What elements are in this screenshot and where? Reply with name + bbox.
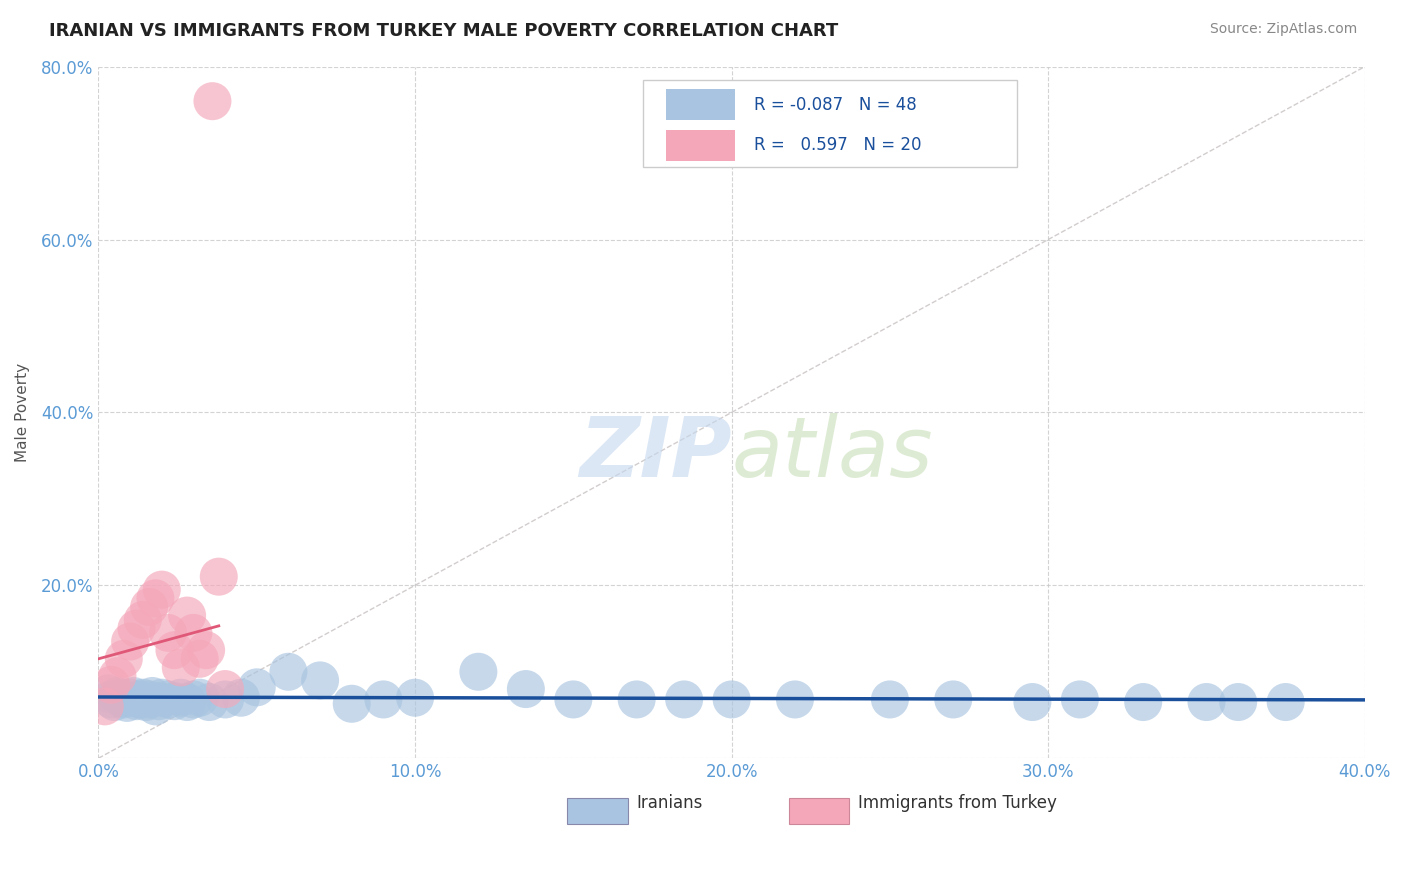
Ellipse shape: [127, 683, 165, 721]
Ellipse shape: [93, 681, 131, 718]
Ellipse shape: [118, 682, 156, 720]
Ellipse shape: [776, 681, 814, 718]
Y-axis label: Male Poverty: Male Poverty: [15, 363, 30, 462]
Ellipse shape: [364, 681, 402, 718]
Ellipse shape: [554, 681, 592, 718]
Ellipse shape: [143, 679, 181, 717]
Ellipse shape: [270, 653, 308, 690]
Ellipse shape: [187, 632, 225, 669]
Ellipse shape: [617, 681, 655, 718]
Ellipse shape: [1219, 683, 1257, 721]
Ellipse shape: [149, 681, 187, 718]
Ellipse shape: [174, 681, 212, 718]
Ellipse shape: [156, 682, 194, 720]
Ellipse shape: [238, 668, 276, 706]
Ellipse shape: [396, 679, 434, 717]
Ellipse shape: [105, 681, 143, 718]
Ellipse shape: [870, 681, 908, 718]
Text: R =   0.597   N = 20: R = 0.597 N = 20: [755, 136, 922, 154]
Ellipse shape: [162, 648, 200, 687]
Text: ZIP: ZIP: [579, 413, 731, 494]
Ellipse shape: [96, 683, 134, 721]
Ellipse shape: [86, 688, 124, 725]
FancyBboxPatch shape: [643, 80, 1017, 167]
Ellipse shape: [174, 614, 212, 652]
Ellipse shape: [207, 681, 245, 718]
Ellipse shape: [169, 597, 207, 634]
Ellipse shape: [124, 679, 162, 717]
Ellipse shape: [1267, 683, 1305, 721]
Ellipse shape: [121, 681, 159, 718]
FancyBboxPatch shape: [789, 797, 849, 824]
Ellipse shape: [169, 683, 207, 721]
Ellipse shape: [111, 679, 149, 717]
Ellipse shape: [105, 640, 143, 678]
FancyBboxPatch shape: [666, 129, 735, 161]
Ellipse shape: [665, 681, 703, 718]
Ellipse shape: [156, 632, 194, 669]
Ellipse shape: [1014, 683, 1052, 721]
Ellipse shape: [181, 640, 219, 678]
Ellipse shape: [162, 679, 200, 717]
Ellipse shape: [136, 579, 174, 617]
Ellipse shape: [89, 674, 127, 713]
Ellipse shape: [207, 670, 245, 708]
Ellipse shape: [143, 571, 181, 608]
Text: Iranians: Iranians: [637, 794, 703, 813]
FancyBboxPatch shape: [666, 89, 735, 120]
Ellipse shape: [1062, 681, 1099, 718]
Ellipse shape: [1125, 683, 1163, 721]
Ellipse shape: [1188, 683, 1226, 721]
Ellipse shape: [118, 609, 156, 648]
Ellipse shape: [301, 661, 339, 699]
FancyBboxPatch shape: [567, 797, 628, 824]
Ellipse shape: [131, 588, 169, 626]
Ellipse shape: [124, 601, 162, 639]
Ellipse shape: [98, 657, 136, 695]
Ellipse shape: [98, 677, 136, 715]
Ellipse shape: [93, 665, 131, 704]
Text: R = -0.087   N = 48: R = -0.087 N = 48: [755, 95, 917, 113]
Ellipse shape: [111, 623, 149, 661]
Ellipse shape: [114, 677, 152, 715]
Ellipse shape: [194, 82, 232, 120]
Text: Source: ZipAtlas.com: Source: ZipAtlas.com: [1209, 22, 1357, 37]
Text: Immigrants from Turkey: Immigrants from Turkey: [858, 794, 1057, 813]
Ellipse shape: [108, 684, 146, 722]
Ellipse shape: [222, 679, 260, 717]
Ellipse shape: [190, 683, 228, 721]
Ellipse shape: [713, 681, 751, 718]
Ellipse shape: [200, 558, 238, 596]
Text: IRANIAN VS IMMIGRANTS FROM TURKEY MALE POVERTY CORRELATION CHART: IRANIAN VS IMMIGRANTS FROM TURKEY MALE P…: [49, 22, 838, 40]
Ellipse shape: [134, 677, 172, 715]
Ellipse shape: [460, 653, 498, 690]
Text: atlas: atlas: [731, 413, 934, 494]
Ellipse shape: [139, 682, 177, 720]
Ellipse shape: [131, 681, 169, 718]
Ellipse shape: [101, 679, 139, 717]
Ellipse shape: [934, 681, 972, 718]
Ellipse shape: [149, 614, 187, 652]
Ellipse shape: [136, 688, 174, 725]
Ellipse shape: [333, 685, 371, 723]
Ellipse shape: [181, 679, 219, 717]
Ellipse shape: [508, 670, 546, 708]
